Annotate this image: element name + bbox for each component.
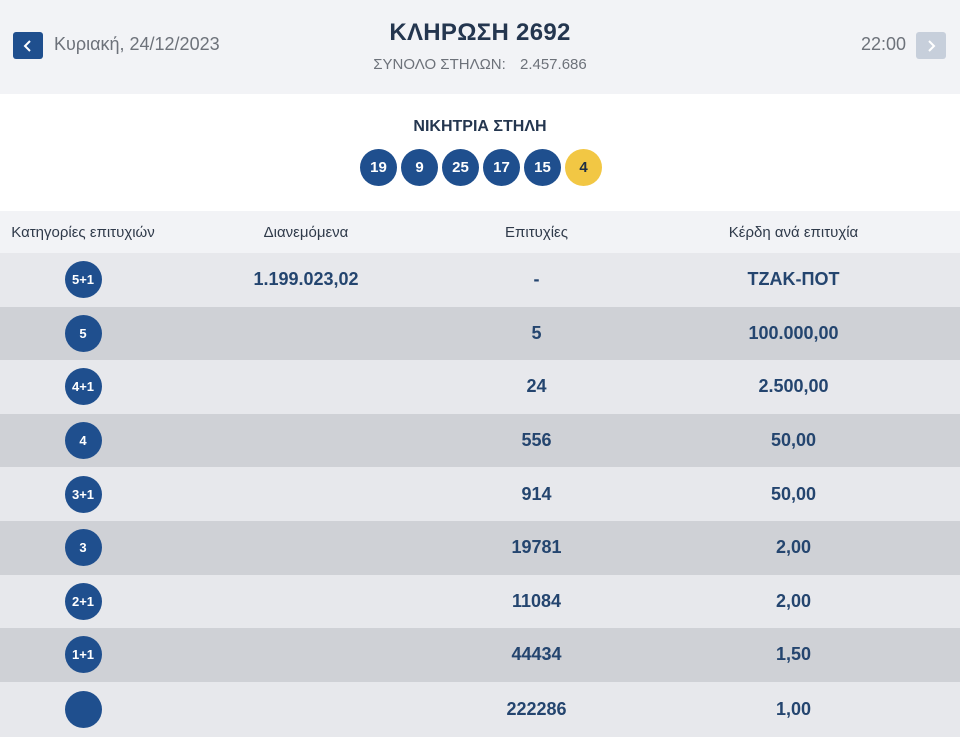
total-columns-value: 2.457.686: [519, 56, 587, 73]
winning-column-section: ΝΙΚΗΤΡΙΑ ΣΤΗΛΗ 19 9 25 17 15 4: [0, 94, 960, 211]
category-badge: 3: [64, 529, 102, 567]
table-row: 1+1 44434 1,50: [0, 628, 960, 682]
winners-cell: 556: [521, 430, 552, 451]
draw-date: Κυριακή, 24/12/2023: [54, 34, 220, 54]
winners-cell: 222286: [506, 698, 567, 719]
previous-draw-button[interactable]: [13, 32, 43, 59]
prize-cell: 2.500,00: [758, 376, 829, 397]
winning-number-ball: 9: [401, 149, 438, 186]
draw-header: Κυριακή, 24/12/2023 ΚΛΗΡΩΣΗ 2692 ΣΥΝΟΛΟ …: [0, 0, 960, 94]
table-row: 222286 1,00: [0, 681, 960, 737]
winners-cell: 24: [526, 376, 547, 397]
header-winners: Επιτυχίες: [505, 223, 568, 241]
category-badge: 2+1: [64, 582, 102, 620]
category-badge: 1+1: [64, 636, 102, 674]
distributed-cell: [166, 307, 446, 361]
table-row: 3+1 914 50,00: [0, 467, 960, 521]
winning-column-title: ΝΙΚΗΤΡΙΑ ΣΤΗΛΗ: [413, 118, 547, 135]
winning-number-ball: 19: [360, 149, 397, 186]
winning-number-ball: 25: [442, 149, 479, 186]
table-row: 5 5 100.000,00: [0, 306, 960, 361]
header-prize-per-winner: Κέρδη ανά επιτυχία: [728, 223, 859, 241]
winners-cell: 44434: [511, 644, 562, 665]
category-badge: 4+1: [64, 368, 102, 406]
draw-time: 22:00: [860, 34, 906, 54]
joker-number-ball: 4: [565, 149, 602, 186]
prize-cell: 50,00: [770, 430, 817, 451]
winning-number-ball: 15: [524, 149, 561, 186]
table-row: 2+1 11084 2,00: [0, 574, 960, 629]
category-badge: 5+1: [64, 261, 102, 299]
prize-cell: ΤΖΑΚ-ΠΟΤ: [747, 269, 840, 290]
prize-cell: 50,00: [770, 483, 817, 504]
winners-cell: -: [533, 269, 540, 290]
winners-cell: 5: [531, 322, 542, 343]
prize-cell: 1,50: [775, 644, 812, 665]
distributed-cell: 1.199.023,02: [253, 269, 359, 290]
table-row: 4+1 24 2.500,00: [0, 360, 960, 414]
category-badge: [64, 690, 102, 728]
distributed-cell: [166, 414, 446, 468]
category-badge: 5: [64, 314, 102, 352]
table-row: 4 556 50,00: [0, 413, 960, 468]
total-columns-label: ΣΥΝΟΛΟ ΣΤΗΛΩΝ:: [373, 56, 506, 73]
header-categories: Κατηγορίες επιτυχιών: [11, 223, 155, 241]
distributed-cell: [166, 521, 446, 575]
winners-cell: 11084: [511, 590, 562, 611]
chevron-right-icon: [928, 39, 936, 52]
chevron-left-icon: [23, 39, 31, 52]
next-draw-button[interactable]: [916, 32, 946, 59]
results-table-header: Κατηγορίες επιτυχιών Διανεμόμενα Επιτυχί…: [0, 211, 960, 253]
header-distributed: Διανεμόμενα: [263, 223, 349, 241]
table-row: 5+1 1.199.023,02 - ΤΖΑΚ-ΠΟΤ: [0, 253, 960, 307]
category-badge: 3+1: [64, 475, 102, 513]
distributed-cell: [166, 628, 446, 682]
prize-cell: 100.000,00: [748, 322, 839, 343]
distributed-cell: [166, 467, 446, 521]
table-row: 3 19781 2,00: [0, 520, 960, 575]
winning-number-ball: 17: [483, 149, 520, 186]
winners-cell: 19781: [511, 537, 562, 558]
prize-cell: 2,00: [775, 590, 812, 611]
draw-title: ΚΛΗΡΩΣΗ 2692: [389, 19, 571, 46]
distributed-cell: [166, 682, 446, 737]
winners-cell: 914: [521, 483, 552, 504]
prize-cell: 1,00: [775, 698, 812, 719]
distributed-cell: [166, 575, 446, 629]
total-columns: ΣΥΝΟΛΟ ΣΤΗΛΩΝ: 2.457.686: [0, 56, 960, 73]
category-badge: 4: [64, 422, 102, 460]
winning-numbers: 19 9 25 17 15 4: [360, 149, 602, 186]
prize-cell: 2,00: [775, 537, 812, 558]
results-table-body: 5+1 1.199.023,02 - ΤΖΑΚ-ΠΟΤ 5 5 100.000,…: [0, 253, 960, 737]
distributed-cell: [166, 360, 446, 414]
